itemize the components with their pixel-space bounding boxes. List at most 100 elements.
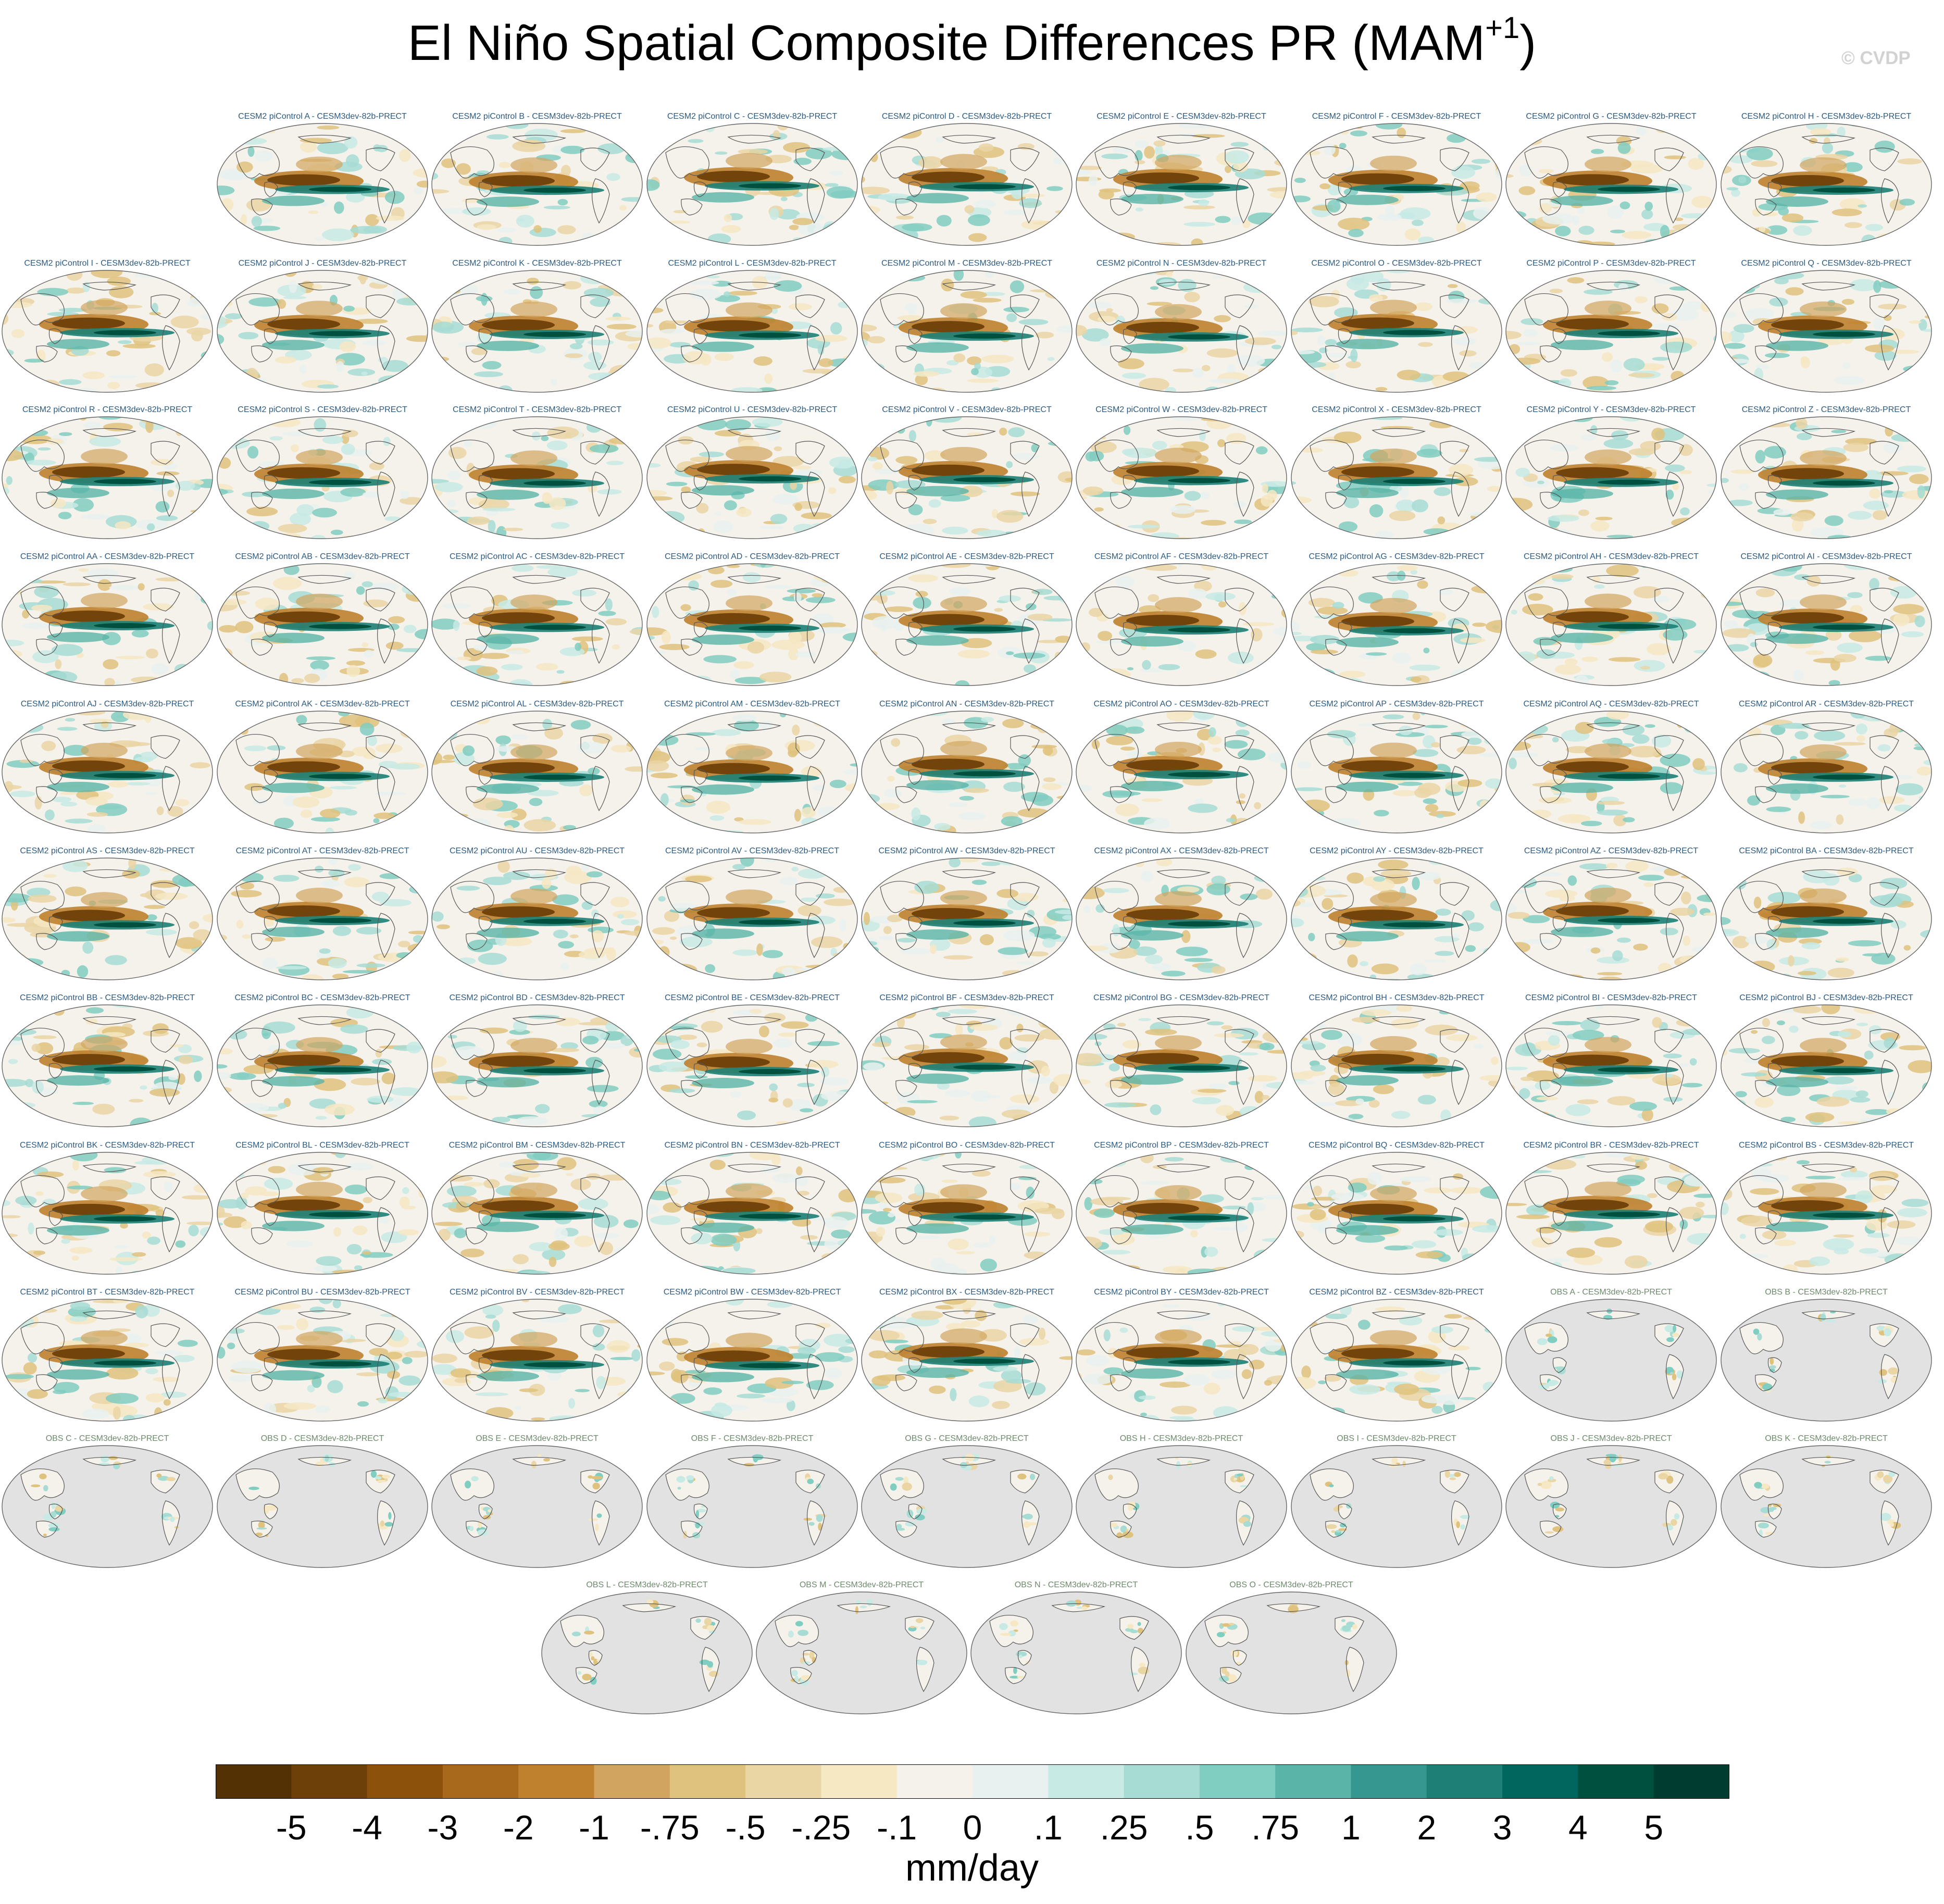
panel-title: CESM2 piControl BW - CESM3dev-82b-PRECT <box>663 1288 841 1297</box>
map-globe <box>217 1004 428 1127</box>
map-globe <box>1291 1445 1502 1568</box>
colorbar-tick-label: 1 <box>1341 1808 1361 1847</box>
map-globe <box>541 1591 753 1714</box>
map-panel: CESM2 piControl AZ - CESM3dev-82b-PRECT <box>1504 847 1718 982</box>
panel-title: CESM2 piControl O - CESM3dev-82b-PRECT <box>1311 259 1482 268</box>
panel-title: OBS A - CESM3dev-82b-PRECT <box>1550 1288 1672 1297</box>
map-panel: CESM2 piControl BZ - CESM3dev-82b-PRECT <box>1289 1288 1504 1423</box>
colorbar-tick-label: -5 <box>276 1808 307 1847</box>
map-globe <box>431 270 643 393</box>
map-panel: CESM2 piControl X - CESM3dev-82b-PRECT <box>1289 405 1504 541</box>
colorbar-swatch <box>442 1764 519 1799</box>
panel-title: CESM2 piControl AZ - CESM3dev-82b-PRECT <box>1524 847 1699 855</box>
panel-title: CESM2 piControl X - CESM3dev-82b-PRECT <box>1312 405 1481 414</box>
map-panel: CESM2 piControl V - CESM3dev-82b-PRECT <box>859 405 1074 541</box>
map-globe <box>2 563 213 686</box>
colorbar-swatch <box>1502 1764 1578 1799</box>
colorbar-swatch <box>973 1764 1049 1799</box>
map-panel: CESM2 piControl BV - CESM3dev-82b-PRECT <box>430 1288 644 1423</box>
map-globe <box>431 857 643 980</box>
map-panel: CESM2 piControl H - CESM3dev-82b-PRECT <box>1719 112 1934 247</box>
map-globe <box>1505 1299 1717 1422</box>
map-globe <box>646 416 858 539</box>
map-panel: CESM2 piControl N - CESM3dev-82b-PRECT <box>1074 259 1289 394</box>
panel-title: CESM2 piControl AD - CESM3dev-82b-PRECT <box>664 552 840 561</box>
panel-title: CESM2 piControl BV - CESM3dev-82b-PRECT <box>449 1288 625 1297</box>
colorbar-tick-label: -.25 <box>791 1808 851 1847</box>
map-globe <box>217 270 428 393</box>
map-globe <box>1291 123 1502 246</box>
map-globe <box>1505 270 1717 393</box>
map-globe <box>646 123 858 246</box>
map-globe <box>646 857 858 980</box>
panel-title: OBS E - CESM3dev-82b-PRECT <box>476 1434 599 1443</box>
panel-title: CESM2 piControl AC - CESM3dev-82b-PRECT <box>449 552 625 561</box>
map-globe <box>217 563 428 686</box>
panel-title: CESM2 piControl AB - CESM3dev-82b-PRECT <box>235 552 410 561</box>
map-panel: CESM2 piControl G - CESM3dev-82b-PRECT <box>1504 112 1718 247</box>
colorbar-tick-label: -2 <box>503 1808 534 1847</box>
map-globe <box>1076 1004 1287 1127</box>
map-panel: CESM2 piControl AG - CESM3dev-82b-PRECT <box>1289 552 1504 688</box>
colorbar-tick-label: 3 <box>1492 1808 1512 1847</box>
panel-title: CESM2 piControl K - CESM3dev-82b-PRECT <box>452 259 622 268</box>
panel-title: OBS D - CESM3dev-82b-PRECT <box>260 1434 384 1443</box>
panel-title: CESM2 piControl BJ - CESM3dev-82b-PRECT <box>1739 993 1913 1002</box>
colorbar-swatch <box>896 1764 973 1799</box>
map-panel: CESM2 piControl AK - CESM3dev-82b-PRECT <box>215 700 430 835</box>
map-globe <box>431 1299 643 1422</box>
map-globe <box>217 123 428 246</box>
map-panel: CESM2 piControl BR - CESM3dev-82b-PRECT <box>1504 1141 1718 1276</box>
panel-title: CESM2 piControl BM - CESM3dev-82b-PRECT <box>448 1141 626 1150</box>
map-panel: OBS G - CESM3dev-82b-PRECT <box>859 1434 1074 1570</box>
map-globe <box>2 270 213 393</box>
panel-title: CESM2 piControl W - CESM3dev-82b-PRECT <box>1095 405 1267 414</box>
colorbar-tick-label: -.1 <box>877 1808 917 1847</box>
map-globe <box>861 711 1073 833</box>
map-panel: CESM2 piControl AY - CESM3dev-82b-PRECT <box>1289 847 1504 982</box>
map-panel: OBS H - CESM3dev-82b-PRECT <box>1074 1434 1289 1570</box>
colorbar-swatch <box>1124 1764 1200 1799</box>
map-globe <box>646 270 858 393</box>
panel-title: CESM2 piControl BO - CESM3dev-82b-PRECT <box>879 1141 1055 1150</box>
colorbar-swatch <box>821 1764 898 1799</box>
map-panel: CESM2 piControl BP - CESM3dev-82b-PRECT <box>1074 1141 1289 1276</box>
colorbar <box>216 1764 1729 1799</box>
colorbar-swatch <box>745 1764 821 1799</box>
map-globe <box>1505 563 1717 686</box>
map-panel: CESM2 piControl U - CESM3dev-82b-PRECT <box>645 405 859 541</box>
panel-title: CESM2 piControl G - CESM3dev-82b-PRECT <box>1526 112 1697 121</box>
panel-title: CESM2 piControl BL - CESM3dev-82b-PRECT <box>235 1141 409 1150</box>
map-panel: CESM2 piControl BN - CESM3dev-82b-PRECT <box>645 1141 859 1276</box>
map-panel: CESM2 piControl AA - CESM3dev-82b-PRECT <box>0 552 215 688</box>
panel-title: CESM2 piControl AV - CESM3dev-82b-PRECT <box>665 847 840 855</box>
map-panel: CESM2 piControl A - CESM3dev-82b-PRECT <box>215 112 430 247</box>
map-globe <box>431 1152 643 1275</box>
map-globe <box>861 270 1073 393</box>
map-globe <box>861 1299 1073 1422</box>
map-panel: CESM2 piControl BS - CESM3dev-82b-PRECT <box>1719 1141 1934 1276</box>
colorbar-tick-label: .75 <box>1251 1808 1300 1847</box>
map-panel: CESM2 piControl BU - CESM3dev-82b-PRECT <box>215 1288 430 1423</box>
map-globe <box>646 563 858 686</box>
map-panel: CESM2 piControl AR - CESM3dev-82b-PRECT <box>1719 700 1934 835</box>
colorbar-swatch <box>1351 1764 1427 1799</box>
map-panel: CESM2 piControl AW - CESM3dev-82b-PRECT <box>859 847 1074 982</box>
map-panel: CESM2 piControl BG - CESM3dev-82b-PRECT <box>1074 993 1289 1129</box>
map-panel: CESM2 piControl BD - CESM3dev-82b-PRECT <box>430 993 644 1129</box>
copyright-label: © CVDP <box>1841 48 1911 68</box>
map-panel: CESM2 piControl AF - CESM3dev-82b-PRECT <box>1074 552 1289 688</box>
map-globe <box>1505 1004 1717 1127</box>
panel-title: OBS B - CESM3dev-82b-PRECT <box>1765 1288 1888 1297</box>
map-globe <box>217 857 428 980</box>
panel-title: CESM2 piControl BQ - CESM3dev-82b-PRECT <box>1309 1141 1485 1150</box>
map-panel: CESM2 piControl W - CESM3dev-82b-PRECT <box>1074 405 1289 541</box>
map-panel: CESM2 piControl AO - CESM3dev-82b-PRECT <box>1074 700 1289 835</box>
map-panel: CESM2 piControl AM - CESM3dev-82b-PRECT <box>645 700 859 835</box>
panel-title: CESM2 piControl AU - CESM3dev-82b-PRECT <box>449 847 625 855</box>
panel-title: CESM2 piControl AY - CESM3dev-82b-PRECT <box>1310 847 1484 855</box>
map-globe <box>431 711 643 833</box>
map-globe <box>861 857 1073 980</box>
panel-title: CESM2 piControl AR - CESM3dev-82b-PRECT <box>1738 700 1914 708</box>
